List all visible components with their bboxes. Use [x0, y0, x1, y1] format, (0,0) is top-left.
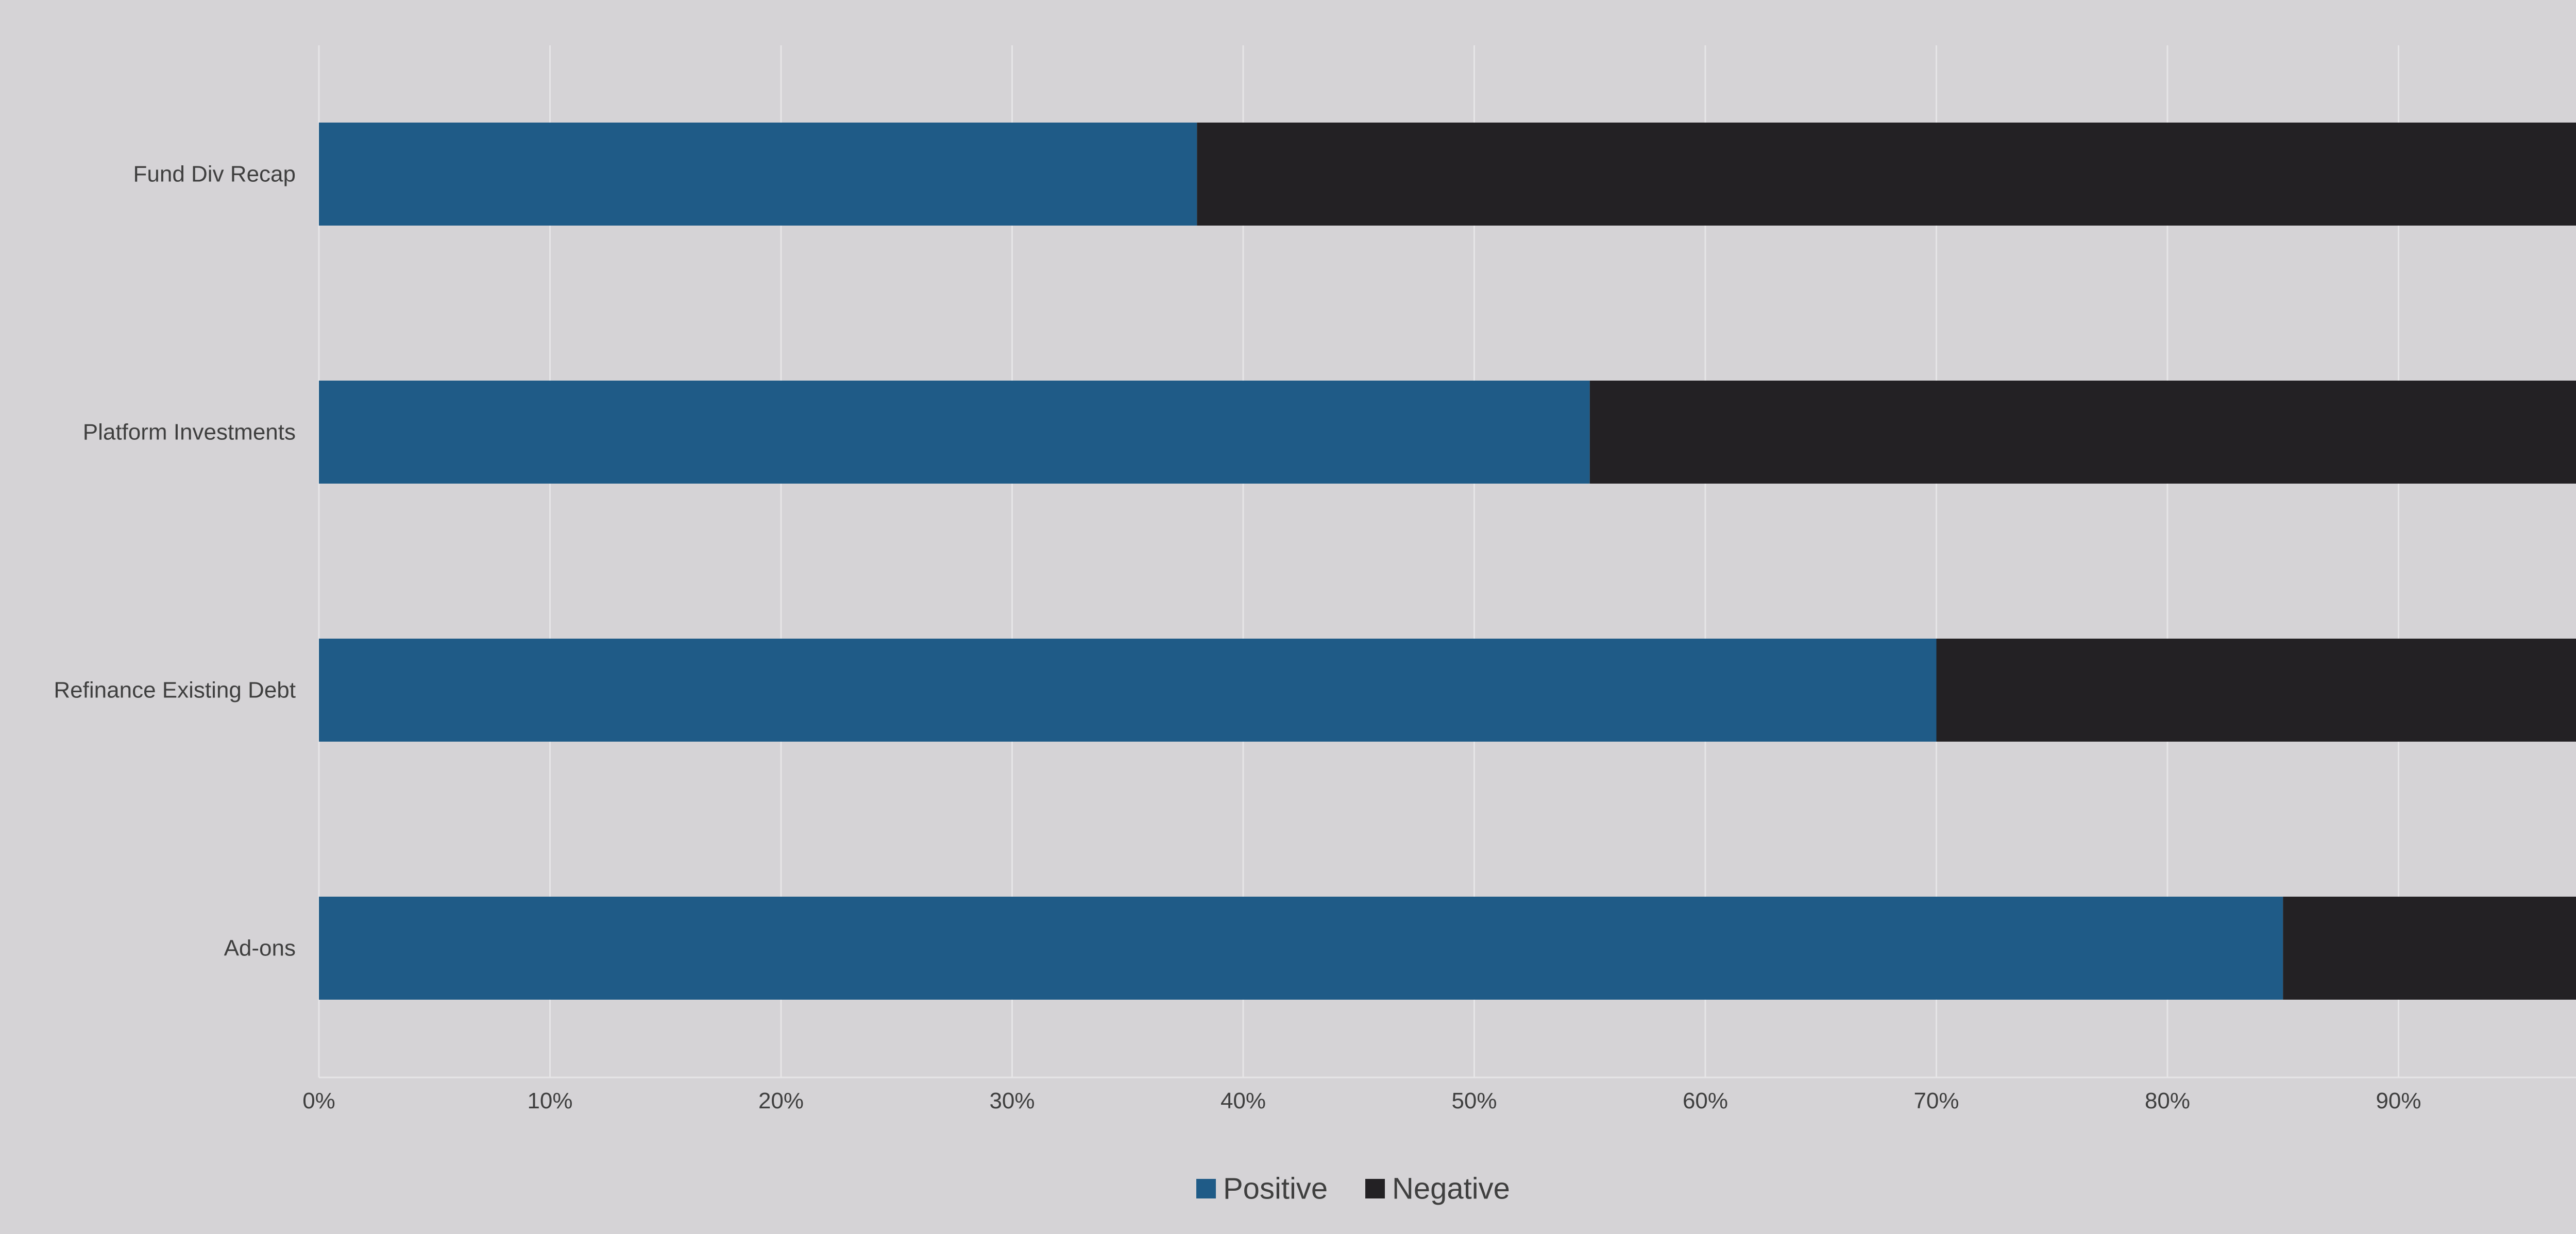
value-axis-tick-labels: 0%10%20%30%40%50%60%70%80%90%100%	[302, 1088, 2421, 1113]
category-label: Platform Investments	[83, 420, 296, 445]
legend-label: Positive	[1223, 1172, 1328, 1206]
bar-positive	[319, 123, 1197, 226]
x-tick-label: 0%	[302, 1088, 335, 1113]
bar-negative	[1197, 123, 2576, 226]
x-tick-label: 70%	[1913, 1088, 1959, 1113]
legend-swatch	[1365, 1179, 1385, 1198]
bar-negative	[1589, 381, 2576, 484]
bar-positive	[319, 381, 1590, 484]
legend-label: Negative	[1392, 1172, 1510, 1206]
x-tick-label: 80%	[2145, 1088, 2190, 1113]
bar-negative	[2283, 897, 2576, 1000]
x-tick-label: 30%	[989, 1088, 1035, 1113]
category-label: Fund Div Recap	[133, 162, 296, 187]
x-tick-label: 90%	[2376, 1088, 2421, 1113]
x-tick-label: 60%	[1683, 1088, 1728, 1113]
legend: Positive Negative	[1196, 1172, 1510, 1206]
category-label: Ad-ons	[224, 936, 296, 961]
x-tick-label: 50%	[1451, 1088, 1497, 1113]
bars	[319, 123, 2576, 1000]
legend-swatch	[1196, 1179, 1216, 1198]
bar-positive	[319, 897, 2283, 1000]
x-tick-label: 40%	[1221, 1088, 1266, 1113]
bar-negative	[1936, 639, 2576, 742]
x-tick-label: 20%	[758, 1088, 804, 1113]
x-tick-label: 10%	[527, 1088, 572, 1113]
bar-positive	[319, 639, 1937, 742]
category-label: Refinance Existing Debt	[54, 678, 296, 703]
category-axis-labels: Fund Div Recap Platform Investments Refina…	[54, 162, 296, 961]
